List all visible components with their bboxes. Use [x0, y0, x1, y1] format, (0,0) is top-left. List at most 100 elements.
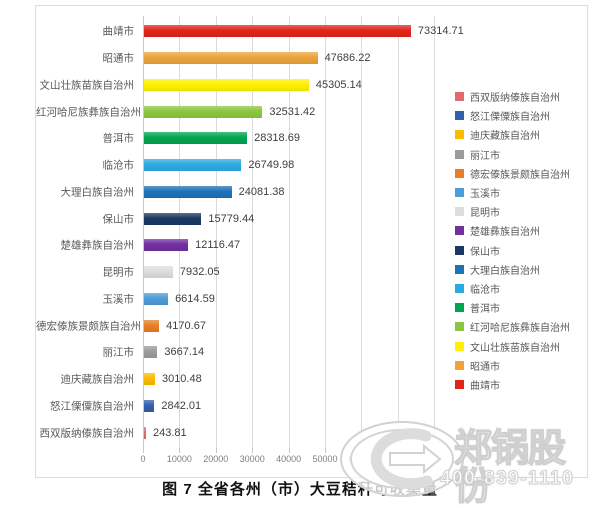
legend-item: 楚雄彝族自治州: [455, 221, 570, 240]
legend-swatch-icon: [455, 264, 464, 274]
legend-label: 曲靖市: [470, 380, 500, 392]
legend: 西双版纳傣族自治州 怒江傈僳族自治州 迪庆藏族自治州 丽江市德宏傣族景颇族自治州玉溪市…: [455, 87, 570, 394]
category-label: 丽江市: [102, 346, 135, 359]
legend-item: 保山市: [455, 241, 570, 260]
x-tick-label: 10000: [166, 454, 192, 464]
bar: [144, 266, 173, 279]
value-label: 73314.71: [417, 25, 464, 38]
legend-label: 迪庆藏族自治州: [470, 131, 540, 143]
legend-label: 昆明市: [470, 208, 500, 220]
legend-swatch-icon: [455, 207, 464, 217]
legend-swatch-icon: [455, 303, 464, 313]
bar-row: 临沧市 26749.98: [36, 152, 587, 179]
legend-label: 普洱市: [470, 304, 500, 316]
legend-label: 文山壮族苗族自治州: [470, 342, 560, 354]
bar: [144, 346, 158, 359]
gridline-60000: [361, 16, 363, 448]
plot-area: 0 10000 20000 30000 40000 50000 60000 70000 8000…: [36, 6, 587, 477]
bar: [144, 25, 411, 38]
legend-item: 西双版纳傣族自治州: [455, 87, 570, 106]
category-label: 文山壮族苗族自治州: [39, 79, 135, 92]
bar-row: 迪庆藏族自治州 3010.48: [36, 366, 587, 393]
gridline-80000: [434, 16, 436, 448]
x-tick-label: 50000: [312, 454, 338, 464]
category-label: 普洱市: [102, 132, 135, 145]
legend-swatch-icon: [455, 245, 464, 255]
bar-row: 普洱市 28318.69: [36, 125, 587, 152]
x-tick-label: 20000: [203, 454, 229, 464]
legend-item: 红河哈尼族彝族自治州: [455, 317, 570, 336]
x-tick-mark: [143, 448, 144, 453]
legend-label: 怒江傈僳族自治州: [470, 112, 550, 124]
bar-row: 丽江市 3667.14: [36, 339, 587, 366]
category-label: 红河哈尼族彝族自治州: [36, 106, 141, 119]
value-label: 47686.22: [324, 52, 371, 65]
bar: [144, 52, 318, 65]
bar-row: 大理白族自治州 24081.38: [36, 179, 587, 206]
bar-row: 西双版纳傣族自治州 243.81: [36, 419, 587, 446]
legend-swatch-icon: [455, 226, 464, 236]
gridline-30000: [252, 16, 254, 448]
legend-label: 西双版纳傣族自治州: [470, 93, 560, 105]
legend-item: 迪庆藏族自治州: [455, 125, 570, 144]
value-label: 26749.98: [248, 159, 295, 172]
bar-row: 红河哈尼族彝族自治州 32531.42: [36, 98, 587, 125]
bar: [144, 239, 189, 252]
gridline-40000: [288, 16, 290, 448]
legend-swatch-icon: [455, 188, 464, 198]
legend-label: 丽江市: [470, 150, 500, 162]
value-label: 45305.14: [315, 78, 362, 91]
bar: [144, 426, 146, 439]
value-label: 2842.01: [161, 399, 202, 412]
gridline-50000: [325, 16, 326, 448]
category-label: 楚雄彝族自治州: [60, 239, 135, 252]
gridline-70000: [397, 16, 399, 448]
value-label: 4170.67: [166, 319, 206, 332]
legend-swatch-icon: [455, 379, 464, 389]
legend-swatch-icon: [455, 283, 464, 293]
bar-row: 昆明市 7932.05: [36, 259, 587, 286]
legend-item: 丽江市: [455, 145, 570, 164]
legend-item: 临沧市: [455, 279, 570, 298]
bar: [144, 78, 309, 91]
legend-item: 怒江傈僳族自治州: [455, 106, 570, 125]
legend-label: 临沧市: [470, 284, 500, 296]
legend-label: 楚雄彝族自治州: [470, 227, 540, 239]
legend-swatch-icon: [455, 322, 464, 332]
value-label: 3667.14: [164, 346, 205, 359]
x-tick-label: 30000: [239, 454, 265, 464]
value-label: 15779.44: [208, 212, 255, 225]
legend-label: 昭通市: [470, 361, 500, 373]
legend-label: 德宏傣族景颇族自治州: [470, 169, 570, 181]
legend-item: 普洱市: [455, 298, 570, 317]
value-label: 6614.59: [175, 292, 215, 305]
legend-item: 玉溪市: [455, 183, 570, 202]
bar: [144, 185, 232, 198]
x-tick-label: 40000: [276, 454, 302, 464]
category-label: 德宏傣族景颇族自治州: [36, 320, 141, 333]
category-label: 昆明市: [102, 266, 135, 279]
legend-item: 大理白族自治州: [455, 260, 570, 279]
bar: [144, 212, 202, 225]
legend-label: 保山市: [470, 246, 500, 258]
x-tick-mark: [215, 448, 217, 453]
category-label: 怒江傈僳族自治州: [50, 400, 134, 413]
bar: [144, 105, 263, 118]
category-label: 临沧市: [102, 159, 135, 172]
bar: [144, 159, 242, 172]
legend-label: 红河哈尼族彝族自治州: [470, 323, 570, 335]
category-label: 玉溪市: [102, 293, 135, 306]
bar: [144, 132, 248, 145]
x-tick-mark: [397, 448, 399, 453]
bar-row: 楚雄彝族自治州 12116.47: [36, 232, 587, 259]
gridline-10000: [179, 16, 181, 448]
value-label: 28318.69: [254, 132, 300, 145]
value-label: 7932.05: [179, 266, 220, 279]
bar-row: 德宏傣族景颇族自治州 4170.67: [36, 312, 587, 339]
bar-row: 保山市 15779.44: [36, 205, 587, 232]
category-label: 曲靖市: [102, 25, 135, 38]
legend-item: 文山壮族苗族自治州: [455, 336, 570, 355]
x-tick-mark: [434, 448, 436, 453]
legend-swatch-icon: [455, 168, 464, 178]
category-label: 昭通市: [102, 52, 135, 65]
